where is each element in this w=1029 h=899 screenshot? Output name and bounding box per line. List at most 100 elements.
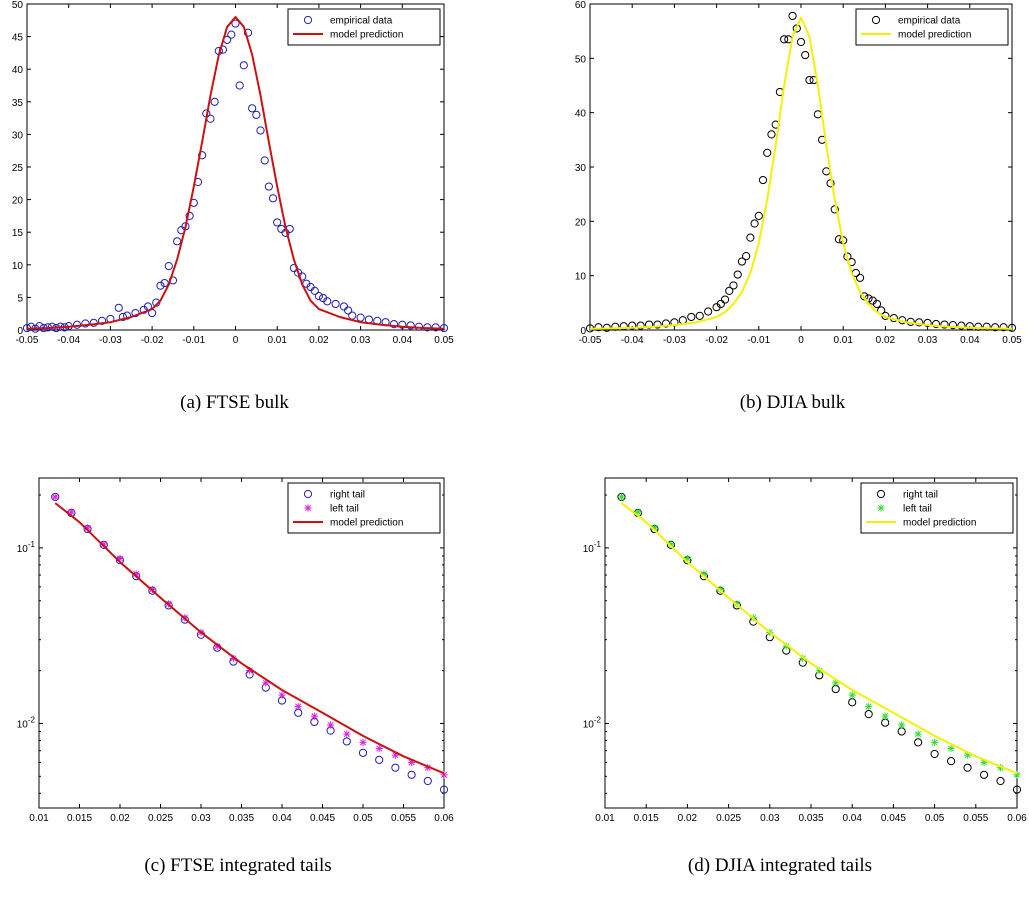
data-point-circle <box>248 104 257 113</box>
data-point-circle <box>695 311 704 320</box>
legend-entry: left tail <box>903 504 932 515</box>
data-point-circle <box>923 318 932 328</box>
data-point-circle <box>358 748 368 757</box>
legend-entry: empirical data <box>330 16 393 27</box>
legend-box <box>287 482 441 534</box>
data-point-star <box>67 508 75 516</box>
data-point-circle <box>999 323 1008 332</box>
data-point-circle <box>930 749 939 759</box>
x-tick-label: 0.06 <box>1007 813 1027 824</box>
data-point-circle <box>872 299 882 309</box>
data-point-circle <box>974 322 983 331</box>
x-tick-label: 0.025 <box>148 813 173 824</box>
data-point-circle <box>27 322 36 331</box>
data-point-circle <box>733 270 742 279</box>
legend-entry: model prediction <box>898 30 971 41</box>
legend-entry: left tail <box>330 504 359 515</box>
x-tick-label: 0.025 <box>716 813 741 824</box>
y-tick-label: 10 <box>12 261 24 272</box>
data-point-circle <box>767 130 776 139</box>
data-point-circle <box>742 252 751 261</box>
data-point-circle <box>252 110 261 119</box>
legend-entry: right tail <box>330 490 365 501</box>
data-point-circle <box>323 297 332 306</box>
data-point-circle <box>746 233 755 242</box>
y-tick-label: 30 <box>575 163 587 174</box>
x-tick-label: -0.03 <box>663 335 686 346</box>
data-point-circle <box>796 37 806 47</box>
data-point-circle <box>826 179 835 188</box>
chart-ftse-bulk: -0.05 -0.04 -0.03 -0.02 -0.01 0 0.01 0.02 0.03 0.… <box>12 0 454 346</box>
y-tick-label: 10-1 <box>583 540 602 555</box>
data-point-circle <box>754 211 763 220</box>
data-point-circle <box>758 175 768 185</box>
y-tick-label: 35 <box>12 98 24 109</box>
data-point-star <box>617 493 626 501</box>
x-tick-label: 0.055 <box>391 813 416 824</box>
data-point-star <box>310 712 318 720</box>
data-point-star <box>947 744 955 753</box>
data-point-circle <box>653 320 662 329</box>
data-point-circle <box>331 299 340 309</box>
data-point-circle <box>611 322 620 331</box>
data-point-circle <box>210 97 219 106</box>
legend-circle-swatch <box>303 489 313 499</box>
data-point-circle <box>97 316 107 325</box>
data-point-circle <box>661 319 671 328</box>
legend-box <box>287 8 441 46</box>
data-point-circle <box>164 262 173 271</box>
x-tick-label: 0.01 <box>29 813 49 824</box>
x-tick-label: 0.055 <box>963 813 988 824</box>
x-tick-label: 0.03 <box>191 813 211 824</box>
data-point-circle <box>963 763 972 772</box>
data-point-circle <box>982 322 991 331</box>
data-point-circle <box>314 291 323 301</box>
data-point-circle <box>914 738 923 747</box>
x-tick-label: 0.01 <box>267 335 287 346</box>
x-tick-label: -0.02 <box>705 335 728 346</box>
data-point-star <box>881 712 889 720</box>
x-tick-label: 0.035 <box>798 813 823 824</box>
data-point-circle <box>763 148 772 157</box>
x-tick-label: 0.04 <box>842 813 862 824</box>
x-tick-label: 0 <box>233 335 239 346</box>
x-tick-label: 0.04 <box>393 335 413 346</box>
data-point-circle <box>389 320 399 329</box>
legend-circle-swatch <box>876 489 886 499</box>
data-point-circle <box>407 770 416 779</box>
y-tick-label: 10-2 <box>583 715 602 730</box>
data-point-star <box>294 702 302 711</box>
data-point-star <box>359 738 367 747</box>
y-tick-label: 45 <box>12 33 24 44</box>
data-point-circle <box>780 35 789 44</box>
data-point-circle <box>235 81 244 90</box>
data-point-circle <box>243 28 253 37</box>
data-point-circle <box>423 776 432 786</box>
x-tick-label: 0.05 <box>925 813 945 824</box>
x-tick-label: -0.03 <box>99 335 122 346</box>
x-tick-label: 0.02 <box>110 813 130 824</box>
legend-circle-swatch <box>871 15 881 25</box>
legend: empirical data model prediction <box>855 8 1009 46</box>
caption-ftse-tails: (c) FTSE integrated tails <box>144 855 332 876</box>
x-tick-label: -0.05 <box>16 335 39 346</box>
legend-entry: empirical data <box>898 16 961 27</box>
y-tick-label: 15 <box>12 228 24 239</box>
data-point-circle <box>805 75 814 85</box>
y-tick-label: 20 <box>12 196 24 207</box>
x-tick-label: 0.04 <box>960 335 980 346</box>
y-tick-label: 20 <box>575 217 587 228</box>
y-tick-label: 60 <box>575 0 587 11</box>
data-point-circle <box>398 320 407 329</box>
data-point-circle <box>720 295 730 304</box>
x-tick-label: 0.015 <box>634 813 659 824</box>
x-tick-label: -0.04 <box>57 335 80 346</box>
data-point-circle <box>946 757 956 766</box>
data-point-circle <box>594 323 603 332</box>
data-point-circle <box>619 322 628 331</box>
chart-djia-bulk: -0.05 -0.04 -0.03 -0.02 -0.01 0 0.01 0.02 0.03 0.… <box>575 0 1022 346</box>
data-point-circle <box>860 292 869 301</box>
data-point-circle <box>273 218 282 227</box>
data-point-circle <box>750 219 759 228</box>
x-tick-label: -0.05 <box>579 335 602 346</box>
